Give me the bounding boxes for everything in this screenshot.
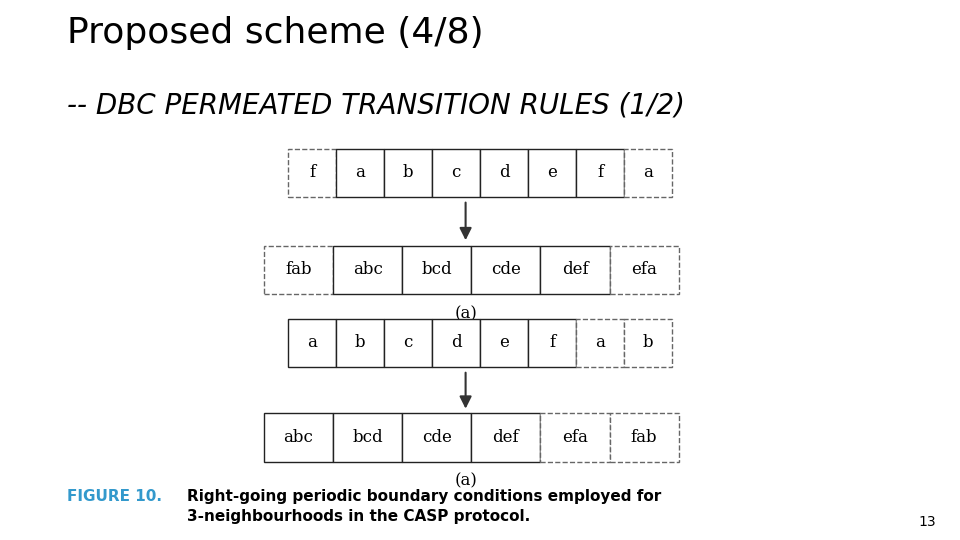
Text: cde: cde [421, 429, 452, 446]
Bar [471, 246, 540, 294]
Text: fab: fab [285, 261, 312, 279]
Text: cde: cde [491, 261, 521, 279]
Bar [471, 413, 540, 462]
Text: 13: 13 [919, 515, 936, 529]
Bar [264, 413, 333, 462]
Bar [384, 319, 432, 367]
Bar [384, 148, 432, 197]
Text: def: def [492, 429, 519, 446]
Text: e: e [547, 164, 557, 181]
Bar [540, 413, 610, 462]
Text: (a): (a) [454, 305, 477, 322]
Bar [576, 319, 624, 367]
Bar [336, 148, 384, 197]
Bar [480, 319, 528, 367]
Text: b: b [642, 334, 654, 352]
Bar [288, 319, 336, 367]
Text: c: c [451, 164, 461, 181]
Text: efa: efa [632, 261, 657, 279]
Bar [624, 148, 672, 197]
Text: abc: abc [352, 261, 383, 279]
Bar [333, 413, 402, 462]
Text: a: a [307, 334, 317, 352]
Bar [333, 246, 402, 294]
Text: c: c [403, 334, 413, 352]
Text: fab: fab [631, 429, 658, 446]
Text: FIGURE 10.: FIGURE 10. [67, 489, 162, 504]
Text: d: d [498, 164, 510, 181]
Bar [528, 148, 576, 197]
Text: a: a [643, 164, 653, 181]
Bar [610, 413, 679, 462]
Text: f: f [597, 164, 603, 181]
Text: b: b [354, 334, 366, 352]
Text: efa: efa [563, 429, 588, 446]
Text: Right-going periodic boundary conditions employed for
3-neighbourhoods in the CA: Right-going periodic boundary conditions… [187, 489, 661, 523]
Bar [540, 246, 610, 294]
Text: f: f [549, 334, 555, 352]
Text: -- DBC PERMEATED TRANSITION RULES (1/2): -- DBC PERMEATED TRANSITION RULES (1/2) [67, 92, 685, 120]
Text: a: a [595, 334, 605, 352]
Bar [432, 319, 480, 367]
Bar [610, 246, 679, 294]
Text: d: d [450, 334, 462, 352]
Bar [264, 246, 333, 294]
Text: a: a [355, 164, 365, 181]
Bar [288, 148, 336, 197]
Bar [480, 148, 528, 197]
Text: def: def [562, 261, 588, 279]
Text: bcd: bcd [352, 429, 383, 446]
Bar [576, 148, 624, 197]
Bar [528, 319, 576, 367]
Bar [432, 148, 480, 197]
Text: Proposed scheme (4/8): Proposed scheme (4/8) [67, 16, 484, 50]
Bar [336, 319, 384, 367]
Text: (a): (a) [454, 472, 477, 489]
Bar [624, 319, 672, 367]
Bar [402, 246, 471, 294]
Bar [402, 413, 471, 462]
Text: f: f [309, 164, 315, 181]
Text: bcd: bcd [421, 261, 452, 279]
Text: b: b [402, 164, 414, 181]
Text: e: e [499, 334, 509, 352]
Text: abc: abc [283, 429, 314, 446]
